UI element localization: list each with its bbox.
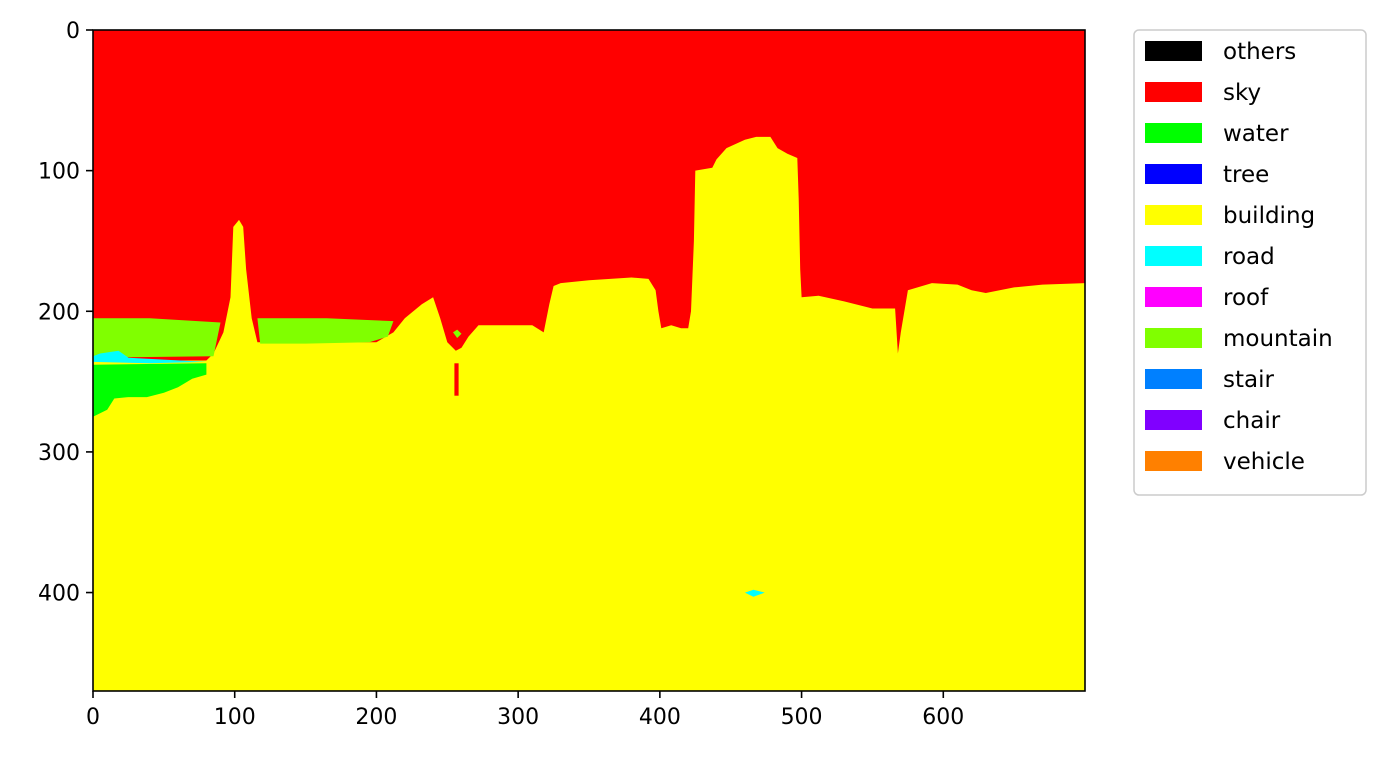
legend-label-stair: stair xyxy=(1223,367,1274,393)
legend-swatch-chair xyxy=(1145,410,1202,430)
y-tick-label: 200 xyxy=(38,300,80,325)
x-tick-label: 600 xyxy=(922,705,964,730)
x-tick-label: 100 xyxy=(214,705,256,730)
region-building-1 xyxy=(93,136,1085,691)
legend-swatch-tree xyxy=(1145,164,1202,184)
region-mountain-3 xyxy=(93,318,221,358)
legend-swatch-sky xyxy=(1145,82,1202,102)
x-tick-label: 300 xyxy=(497,705,539,730)
y-tick-label: 0 xyxy=(66,19,80,44)
plot-frame xyxy=(92,29,1086,692)
legend-label-tree: tree xyxy=(1223,162,1269,188)
legend-label-water: water xyxy=(1223,121,1289,147)
legend-label-roof: roof xyxy=(1223,285,1269,311)
region-mountain-5 xyxy=(453,329,462,338)
legend-label-sky: sky xyxy=(1223,80,1261,106)
region-sky-2 xyxy=(454,363,459,396)
y-axis: 0 100 200 300 400 xyxy=(38,19,93,607)
y-tick-label: 300 xyxy=(38,441,80,466)
legend-label-others: others xyxy=(1223,39,1296,65)
y-tick-label: 400 xyxy=(38,582,80,607)
y-tick-label: 100 xyxy=(38,160,80,185)
legend-label-building: building xyxy=(1223,203,1315,229)
x-axis: 0 100 200 300 400 500 600 xyxy=(86,691,964,730)
legend-label-mountain: mountain xyxy=(1223,326,1333,352)
x-tick-label: 200 xyxy=(355,705,397,730)
x-tick-label: 500 xyxy=(781,705,823,730)
legend-swatch-building xyxy=(1145,205,1202,225)
region-mountain-4 xyxy=(257,318,394,344)
legend-swatch-others xyxy=(1145,41,1202,61)
legend: others sky water tree building road roof mounta… xyxy=(1133,29,1367,496)
x-tick-label: 0 xyxy=(86,705,100,730)
legend-swatch-vehicle xyxy=(1145,451,1202,471)
legend-swatch-roof xyxy=(1145,287,1202,307)
legend-swatch-water xyxy=(1145,123,1202,143)
region-water-6 xyxy=(93,363,207,417)
plot-area xyxy=(93,30,1085,691)
legend-swatch-stair xyxy=(1145,369,1202,389)
legend-label-vehicle: vehicle xyxy=(1223,449,1305,475)
region-road-8 xyxy=(744,589,765,597)
x-tick-label: 400 xyxy=(639,705,681,730)
legend-label-chair: chair xyxy=(1223,408,1281,434)
legend-swatch-mountain xyxy=(1145,328,1202,348)
legend-swatch-road xyxy=(1145,246,1202,266)
legend-label-road: road xyxy=(1223,244,1275,270)
region-road-7 xyxy=(93,350,207,364)
